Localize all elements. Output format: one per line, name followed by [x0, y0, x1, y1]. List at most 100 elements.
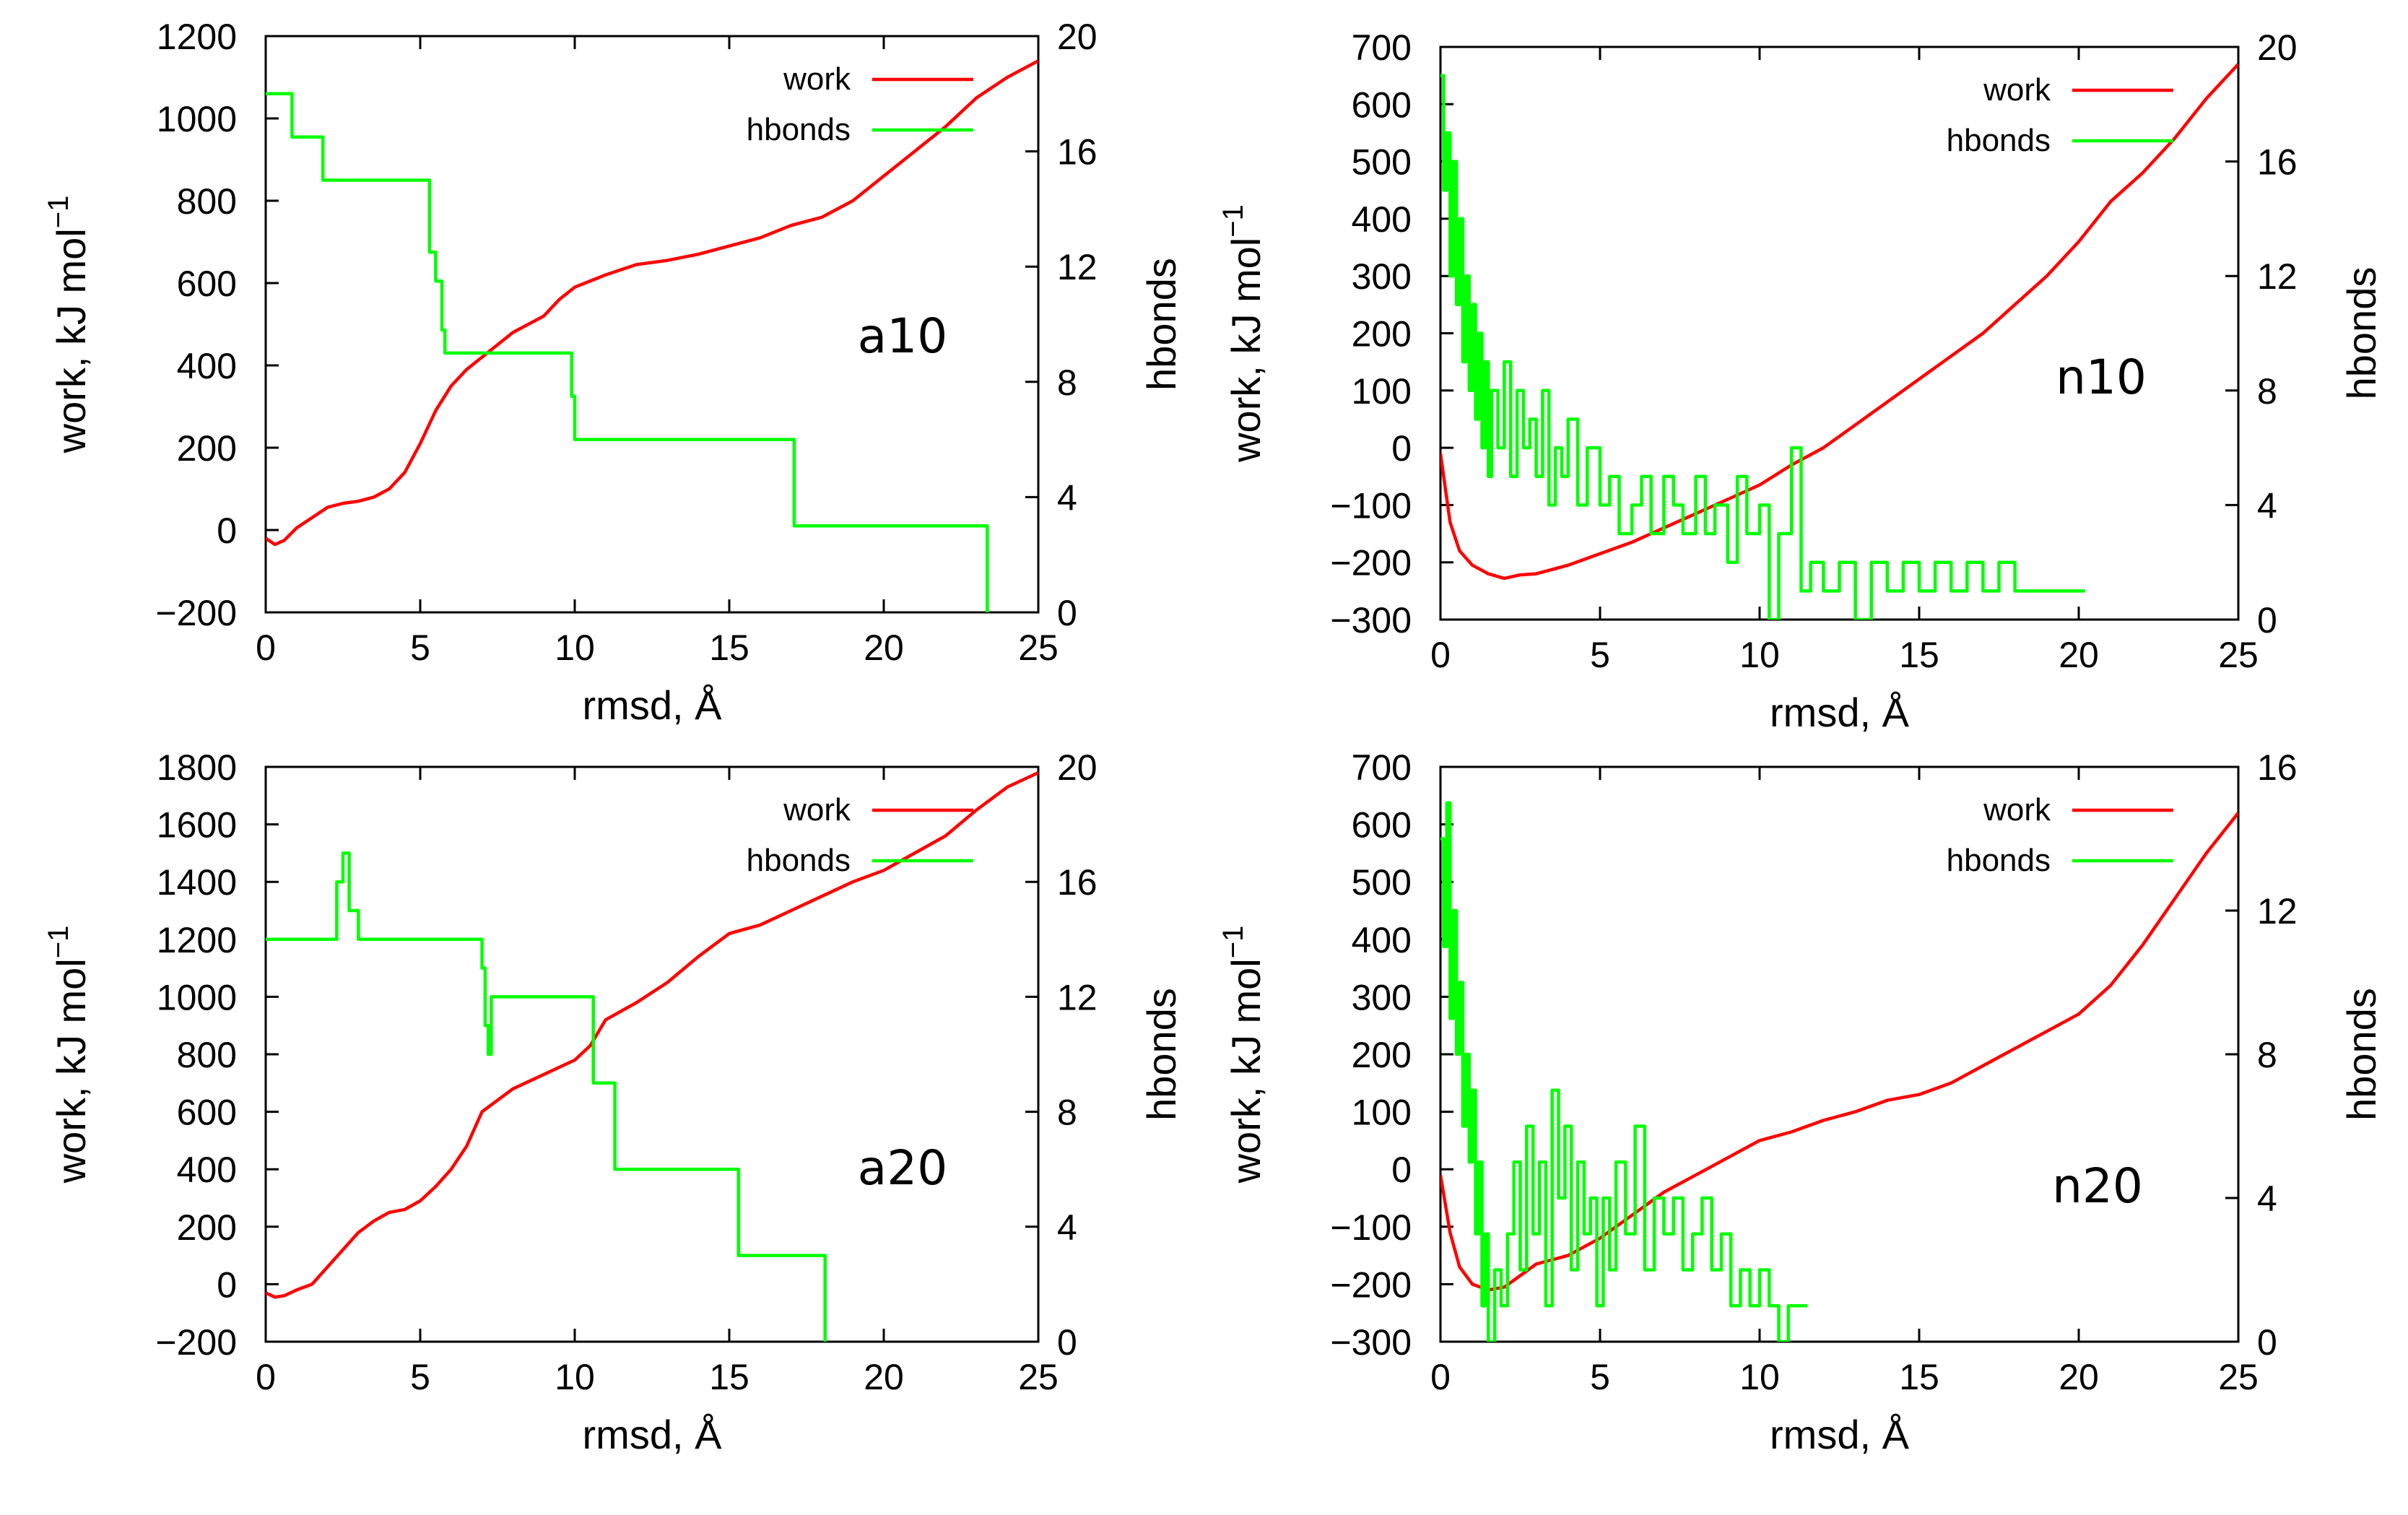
x-tick-label: 15 — [1899, 1357, 1939, 1397]
y-tick-label: 400 — [177, 346, 237, 386]
series-line-work — [1440, 812, 2238, 1292]
y2-tick-label: 12 — [1057, 247, 1097, 287]
plot-frame — [264, 35, 1040, 614]
y-tick-label: 200 — [1352, 1035, 1412, 1075]
x-tick-label: 25 — [2218, 1357, 2259, 1397]
x-tick-label: 20 — [864, 628, 904, 668]
y-tick-label: −300 — [1330, 1322, 1412, 1363]
panel-label: a20 — [858, 1140, 947, 1196]
y-tick-label: −200 — [155, 1322, 237, 1363]
y2-axis-title: hbonds — [2339, 267, 2384, 400]
x-tick-label: 20 — [2059, 635, 2099, 675]
legend-label-work: work — [1983, 792, 2051, 828]
x-tick-label: 15 — [709, 628, 749, 668]
y-tick-label: 1400 — [157, 862, 237, 903]
x-tick-label: 10 — [1739, 1357, 1780, 1397]
y-tick-label: 600 — [1352, 805, 1412, 846]
x-tick-label: 5 — [410, 628, 430, 668]
y2-tick-label: 0 — [2257, 600, 2277, 641]
y-axis-title: work, kJ mol−1 — [43, 196, 94, 454]
y-tick-label: 400 — [1352, 199, 1412, 240]
legend-label-work: work — [783, 61, 851, 97]
y2-tick-label: 16 — [2257, 747, 2298, 788]
x-axis-title: rmsd, Å — [1770, 1412, 1910, 1457]
y-axis-title: work, kJ mol−1 — [1217, 204, 1269, 463]
x-axis-title: rmsd, Å — [583, 682, 723, 728]
panel-label: a10 — [858, 308, 947, 364]
y-axis-title-superscript: −1 — [43, 926, 74, 959]
panel-label: n10 — [2056, 350, 2147, 405]
y-tick-label: −200 — [1330, 1264, 1412, 1305]
y-tick-label: 300 — [1352, 977, 1412, 1017]
y2-tick-label: 0 — [1057, 593, 1077, 633]
panel-n20: 0 5 10 15 20 25 −300 −200 −100 0 100 200 300 400 500 60… — [1217, 747, 2384, 1457]
y-axis-title: work, kJ mol−1 — [43, 926, 94, 1184]
y-tick-label: 0 — [217, 511, 237, 551]
y-tick-label: −100 — [1330, 485, 1412, 526]
x-tick-label: 15 — [1899, 635, 1939, 675]
x-tick-label: 25 — [2218, 635, 2259, 675]
x-tick-label: 0 — [1430, 635, 1451, 675]
y-tick-label: 400 — [1352, 920, 1412, 960]
y-axis-title-main: work, kJ mol — [1223, 958, 1269, 1184]
y-tick-label: 1800 — [157, 747, 237, 788]
y-tick-label: 600 — [177, 264, 237, 304]
y-tick-label: −200 — [1330, 543, 1412, 583]
panel-a20: 0 5 10 15 20 25−20002004006008001000120014001… — [43, 747, 1184, 1457]
y2-tick-label: 12 — [2257, 256, 2298, 297]
legend-label-hbonds: hbonds — [1947, 843, 2051, 878]
x-tick-label: 10 — [555, 1357, 595, 1397]
series-line-hbonds — [1440, 801, 1808, 1342]
y-tick-label: 1000 — [157, 977, 237, 1017]
x-tick-label: 10 — [555, 628, 595, 668]
y2-tick-label: 20 — [2257, 27, 2298, 68]
y-axis-title: work, kJ mol−1 — [1217, 926, 1269, 1184]
y-tick-label: 0 — [1391, 428, 1412, 469]
y-tick-label: 200 — [1352, 314, 1412, 355]
y-tick-label: 100 — [1352, 1093, 1412, 1133]
y-axis-title-superscript: −1 — [1217, 204, 1249, 238]
x-tick-label: 15 — [709, 1357, 749, 1397]
y-tick-label: 800 — [177, 1035, 237, 1075]
y-axis-title-main: work, kJ mol — [48, 228, 94, 453]
y2-axis-title: hbonds — [1139, 988, 1184, 1121]
y2-tick-label: 0 — [2257, 1322, 2277, 1363]
y-tick-label: 200 — [177, 428, 237, 469]
y-tick-label: 500 — [1352, 142, 1412, 183]
y-tick-label: 1200 — [157, 17, 237, 57]
y-tick-label: 0 — [217, 1264, 237, 1305]
x-tick-label: 0 — [256, 628, 276, 668]
y2-tick-label: 8 — [1057, 1093, 1077, 1133]
plot-frame — [1439, 765, 2240, 1343]
y2-tick-label: 8 — [2257, 371, 2277, 412]
x-axis-title: rmsd, Å — [583, 1412, 723, 1457]
x-tick-label: 20 — [2059, 1357, 2099, 1397]
plot-frame — [1439, 45, 2240, 621]
x-axis-title: rmsd, Å — [1770, 690, 1910, 735]
y-tick-label: 1200 — [157, 920, 237, 960]
y-tick-label: 200 — [177, 1207, 237, 1248]
y2-tick-label: 8 — [2257, 1035, 2277, 1075]
y-tick-label: 400 — [177, 1150, 237, 1190]
series-line-work — [266, 59, 1038, 547]
panel-n10: 0 5 10 15 20 25−300−200−100010020030040050060… — [1217, 27, 2384, 735]
y-tick-label: 500 — [1352, 862, 1412, 903]
panel-a10: 0 5 10 15 20 25 −200 0 200 400 600 800 1000 1200 0 4 8 12… — [43, 17, 1184, 728]
y2-axis-title: hbonds — [2339, 988, 2384, 1121]
y-tick-label: 700 — [1352, 27, 1412, 68]
y-tick-label: 800 — [177, 181, 237, 222]
y-tick-label: 1600 — [157, 805, 237, 846]
y2-tick-label: 16 — [2257, 142, 2298, 183]
series-line-hbonds — [266, 851, 827, 1342]
series-line-work — [1440, 63, 2238, 581]
y-tick-label: 600 — [1352, 84, 1412, 125]
y2-tick-label: 4 — [1057, 1207, 1077, 1248]
x-tick-label: 5 — [1590, 1357, 1610, 1397]
plot-frame — [264, 765, 1040, 1343]
y-tick-label: −100 — [1330, 1207, 1412, 1248]
legend-label-hbonds: hbonds — [747, 112, 851, 147]
y2-tick-label: 20 — [1057, 747, 1097, 788]
x-tick-label: 5 — [410, 1357, 430, 1397]
y-tick-label: −300 — [1330, 600, 1412, 641]
y-tick-label: −200 — [155, 593, 237, 633]
